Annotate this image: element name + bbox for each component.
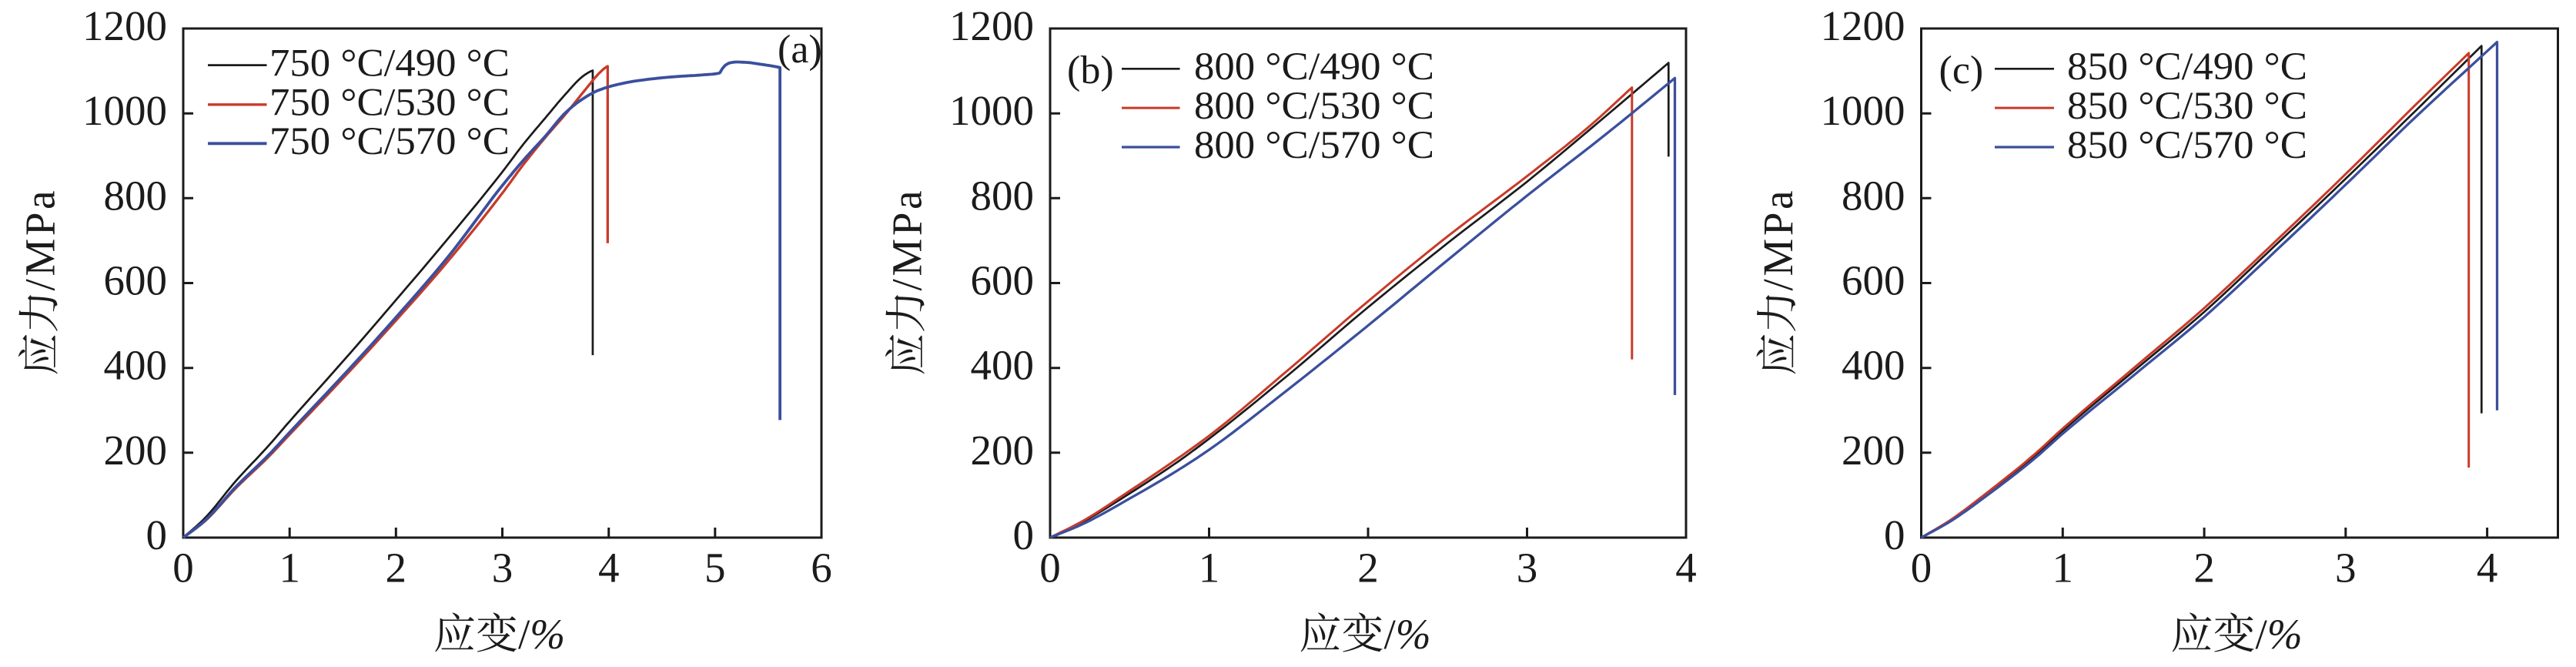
- svg-text:0: 0: [1884, 511, 1905, 558]
- svg-text:/MPa: /MPa: [17, 191, 64, 291]
- svg-text:800 °C/570 °C: 800 °C/570 °C: [1194, 124, 1434, 167]
- svg-text:5: 5: [704, 545, 726, 592]
- svg-text:1: 1: [1199, 545, 1220, 592]
- svg-text:4: 4: [1675, 545, 1697, 592]
- svg-text:3: 3: [2335, 545, 2357, 592]
- svg-text:600: 600: [971, 257, 1035, 304]
- svg-text:1000: 1000: [1821, 87, 1905, 134]
- svg-text:0: 0: [1911, 545, 1932, 592]
- svg-text:(b): (b): [1067, 49, 1114, 92]
- svg-text:800 °C/530 °C: 800 °C/530 °C: [1194, 85, 1434, 128]
- svg-text:1: 1: [279, 545, 300, 592]
- svg-text:850 °C/490 °C: 850 °C/490 °C: [2067, 45, 2307, 89]
- svg-text:/%: /%: [518, 611, 565, 658]
- svg-text:4: 4: [598, 545, 620, 592]
- svg-text:800 °C/490 °C: 800 °C/490 °C: [1194, 45, 1434, 89]
- svg-text:200: 200: [1842, 427, 1905, 474]
- svg-text:3: 3: [492, 545, 514, 592]
- svg-text:800: 800: [104, 172, 168, 219]
- svg-text:4: 4: [2477, 545, 2498, 592]
- svg-text:6: 6: [811, 545, 832, 592]
- svg-text:0: 0: [146, 511, 168, 558]
- svg-text:2: 2: [1357, 545, 1379, 592]
- svg-text:200: 200: [971, 427, 1035, 474]
- svg-text:0: 0: [1039, 545, 1061, 592]
- svg-text:0: 0: [172, 545, 194, 592]
- svg-text:/%: /%: [1384, 611, 1431, 658]
- svg-text:1: 1: [2052, 545, 2074, 592]
- svg-text:850 °C/530 °C: 850 °C/530 °C: [2067, 85, 2307, 128]
- svg-text:1200: 1200: [82, 2, 167, 49]
- svg-text:2: 2: [386, 545, 407, 592]
- svg-text:/%: /%: [2256, 611, 2303, 658]
- svg-text:800: 800: [1842, 172, 1905, 219]
- svg-text:600: 600: [1842, 257, 1905, 304]
- svg-text:750 °C/570 °C: 750 °C/570 °C: [269, 120, 510, 163]
- svg-text:1000: 1000: [82, 87, 167, 134]
- svg-text:800: 800: [971, 172, 1035, 219]
- svg-text:0: 0: [1013, 511, 1035, 558]
- svg-text:400: 400: [1842, 342, 1905, 389]
- svg-text:750 °C/530 °C: 750 °C/530 °C: [269, 82, 510, 125]
- svg-text:750 °C/490 °C: 750 °C/490 °C: [269, 42, 510, 85]
- svg-text:3: 3: [1517, 545, 1538, 592]
- svg-text:1200: 1200: [1821, 2, 1905, 49]
- svg-text:1200: 1200: [949, 2, 1034, 49]
- svg-text:/MPa: /MPa: [884, 191, 931, 291]
- svg-text:/MPa: /MPa: [1755, 191, 1802, 291]
- svg-text:400: 400: [971, 342, 1035, 389]
- svg-text:1000: 1000: [949, 87, 1034, 134]
- svg-text:(c): (c): [1939, 49, 1984, 92]
- svg-text:200: 200: [104, 427, 168, 474]
- svg-text:850 °C/570 °C: 850 °C/570 °C: [2067, 124, 2307, 167]
- svg-text:600: 600: [104, 257, 168, 304]
- svg-text:2: 2: [2193, 545, 2215, 592]
- svg-text:(a): (a): [778, 28, 822, 72]
- svg-text:400: 400: [104, 342, 168, 389]
